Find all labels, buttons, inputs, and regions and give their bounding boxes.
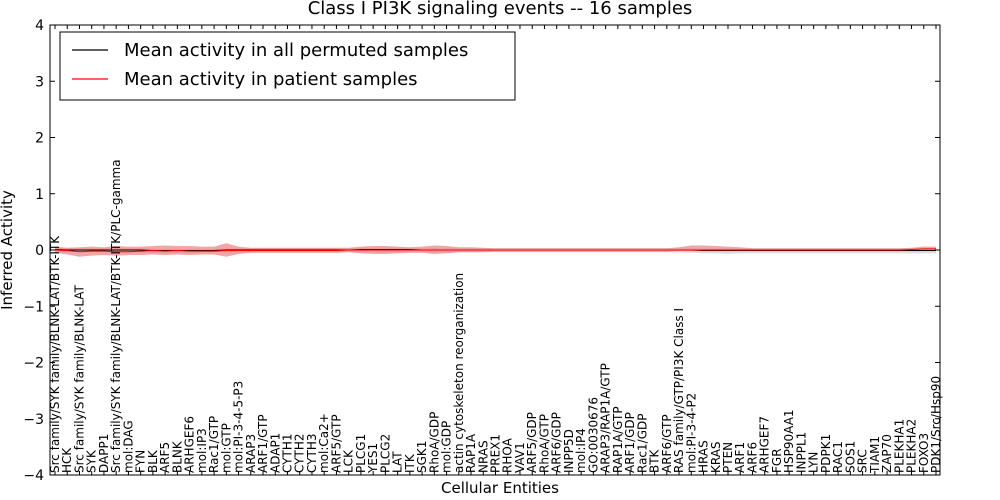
x-tick-label: SOS1	[843, 441, 857, 473]
x-tick-label: mol:GDP	[440, 421, 454, 473]
x-tick-label: LCK	[342, 449, 356, 473]
x-tick-label: PREX1	[489, 434, 503, 473]
x-tick-label: GO:0030676	[586, 397, 600, 473]
x-tick-label: mol:DAG	[121, 420, 135, 473]
x-tick-label: BTK	[648, 448, 662, 473]
x-tick-label: HSP90AA1	[782, 409, 796, 473]
chart-title: Class I PI3K signaling events -- 16 samp…	[308, 0, 693, 19]
y-tick-label: −3	[23, 412, 44, 428]
x-tick-label: BLNK	[170, 440, 184, 473]
x-tick-label: mol:PI-3-4-P2	[684, 393, 698, 473]
x-tick-label: SRC	[856, 449, 870, 473]
y-tick-label: 1	[35, 187, 44, 203]
x-tick-label: ARF1/GDP	[623, 412, 637, 473]
x-tick-label: ARF1/GTP	[256, 414, 270, 473]
x-tick-label: INPPL1	[794, 432, 808, 473]
x-tick-label: PTEN	[721, 442, 735, 473]
y-tick-label: −4	[23, 468, 44, 484]
y-tick-label: 3	[35, 74, 44, 90]
x-tick-label: ARF1	[733, 442, 747, 473]
x-tick-label: FOXO3	[917, 433, 931, 473]
x-tick-label: CYTH1	[280, 434, 294, 474]
x-tick-label: ARF5/GTP	[329, 414, 343, 473]
x-tick-label: KRAS	[709, 441, 723, 473]
legend-box	[59, 31, 516, 101]
x-tick-label: mol:IP4	[574, 428, 588, 473]
x-tick-label: INPP5D	[562, 429, 576, 473]
y-axis-label: Inferred Activity	[0, 190, 16, 310]
y-tick-label: −1	[23, 299, 44, 315]
x-tick-label: RAC1	[831, 441, 845, 473]
y-tick-label: −2	[23, 356, 44, 372]
x-tick-label: Src family/SYK family/BLNK-LAT/BTK-ITK/P…	[109, 159, 123, 473]
x-tick-label: RAP1A	[464, 433, 478, 473]
x-tick-label: ZAP70	[880, 434, 894, 473]
x-tick-label: RAP1A/GTP	[611, 406, 625, 473]
x-tick-label: mol:IP3	[195, 428, 209, 473]
x-tick-label: RhoA/GDP	[427, 412, 441, 473]
x-tick-label: RHOA	[501, 437, 515, 473]
x-tick-label: VAV1	[513, 442, 527, 473]
x-tick-label: PLEKHA2	[905, 419, 919, 473]
x-tick-label: LYN	[807, 452, 821, 473]
x-tick-label: ARAP3	[244, 434, 258, 473]
x-tick-label: Rac1/GTP	[207, 416, 221, 473]
x-tick-label: ARF5/GDP	[525, 412, 539, 473]
x-tick-label: TIAM1	[868, 436, 882, 474]
x-tick-label: ARAP3/RAP1A/GTP	[599, 363, 613, 473]
y-tick-label: 2	[35, 131, 44, 147]
x-tick-label: ARF6/GTP	[660, 414, 674, 473]
y-axis: −4 −3 −2 −1 0 1 2 3 4	[23, 18, 940, 484]
x-tick-label: FYN	[134, 450, 148, 473]
x-tick-label: mol:PI-3-4-5-P3	[232, 381, 246, 473]
x-tick-label: Src family/SYK family/BLNK-LAT/BTK-ITK	[48, 235, 62, 473]
x-tick-label: SYK	[85, 449, 99, 473]
x-tick-label: PDK1/Src/Hsp90	[929, 376, 943, 473]
y-tick-label: 4	[35, 18, 44, 34]
x-axis: Src family/SYK family/BLNK-LAT/BTK-ITKHC…	[48, 25, 943, 475]
x-tick-label: ARHGEF7	[758, 416, 772, 473]
x-tick-label: mol:GTP	[219, 423, 233, 473]
y-tick-label: 0	[35, 243, 44, 259]
x-tick-label: YES1	[366, 443, 380, 474]
x-tick-label: actin cytoskeleton reorganization	[452, 273, 466, 473]
x-tick-label: ARF6	[745, 442, 759, 473]
x-tick-label: Src family/SYK family/BLNK-LAT	[72, 284, 86, 473]
x-axis-label: Cellular Entities	[441, 479, 559, 497]
series-line-patient	[54, 248, 936, 253]
legend: Mean activity in all permuted samples Me…	[59, 31, 516, 101]
x-tick-label: HCK	[60, 447, 74, 473]
x-tick-label: PDPK1	[819, 434, 833, 473]
x-tick-label: DAPP1	[97, 434, 111, 473]
x-tick-label: CYTH3	[305, 434, 319, 474]
legend-entry-patient: Mean activity in patient samples	[124, 69, 418, 90]
x-tick-label: Rac1/GDP	[635, 414, 649, 473]
x-tick-label: mol:Ca2+	[317, 413, 331, 473]
x-tick-label: ADAP1	[268, 433, 282, 473]
series-lines	[54, 248, 936, 253]
x-tick-label: ARHGEF6	[183, 416, 197, 473]
x-tick-label: BLK	[146, 449, 160, 473]
x-tick-label: RhoA/GTP	[537, 414, 551, 473]
x-tick-label: LAT	[391, 451, 405, 473]
x-tick-label: FGR	[770, 448, 784, 473]
x-tick-label: PLEKHA1	[892, 419, 906, 473]
x-tick-label: PLCG2	[378, 434, 392, 473]
x-tick-label: HRAS	[697, 440, 711, 473]
x-tick-label: SGK1	[415, 441, 429, 473]
x-tick-label: RAS family/GTP/PI3K Class I	[672, 308, 686, 473]
legend-entry-permuted: Mean activity in all permuted samples	[124, 40, 468, 61]
x-tick-label: NRAS	[476, 440, 490, 473]
x-tick-label: PLCG1	[354, 434, 368, 473]
x-tick-label: ITK	[403, 453, 417, 473]
x-tick-label: ARF6/GDP	[550, 412, 564, 473]
x-tick-label: ARF5	[158, 442, 172, 473]
x-tick-label: CYTH2	[293, 434, 307, 474]
